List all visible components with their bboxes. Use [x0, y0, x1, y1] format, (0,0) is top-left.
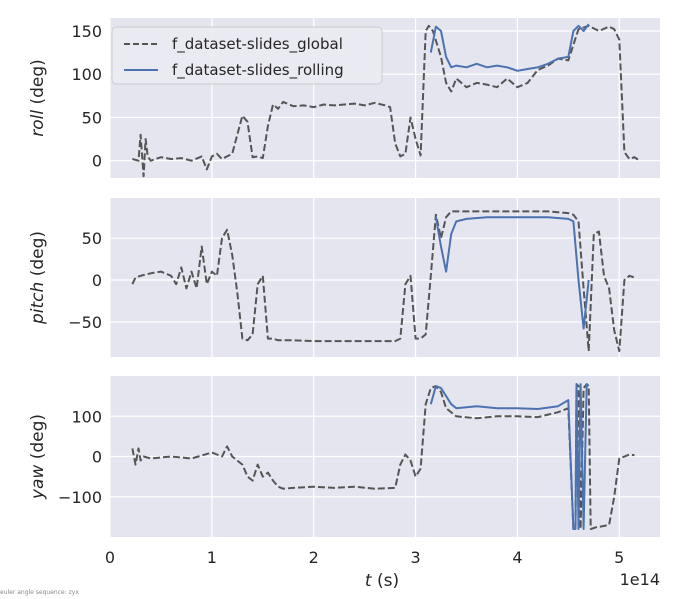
x-axis-label-var: t: [365, 571, 373, 591]
footer-note: euler angle sequence: zyx: [0, 589, 79, 596]
pitch-axis-label: pitch (deg): [28, 231, 48, 325]
pitch-line-global: [131, 210, 635, 353]
yaw-axis-label-unit: (deg): [28, 414, 48, 465]
x-tick-label: 2: [309, 548, 319, 567]
pitch-line-rolling: [434, 216, 590, 330]
x-tick-label: 3: [410, 548, 420, 567]
x-tick-label: 4: [512, 548, 522, 567]
yaw-y-tick-label: 0: [92, 448, 102, 467]
roll-line-global: [132, 24, 641, 178]
x-tick-label: 5: [614, 548, 624, 567]
x-scale-label: 1e14: [620, 570, 660, 589]
legend: f_dataset-slides_global f_dataset-slides…: [111, 26, 383, 85]
yaw-y-tick-label: 100: [71, 407, 102, 426]
roll-axis-label-var: roll: [28, 110, 48, 137]
pitch-y-tick-label: 0: [92, 271, 102, 290]
roll-axis-label-unit: (deg): [28, 59, 48, 110]
x-axis: t (s) 1e14: [365, 570, 660, 591]
pitch-plot-background: [110, 198, 660, 357]
roll-y-tick-label: 100: [71, 65, 102, 84]
pitch-axis-label-unit: (deg): [28, 231, 48, 282]
pitch-panel: 50 0 −50 pitch (deg): [28, 198, 660, 357]
x-axis-label-unit: (s): [372, 571, 400, 591]
yaw-line-global: [131, 383, 635, 530]
roll-line-rolling: [429, 23, 590, 72]
legend-box: [111, 26, 383, 85]
yaw-panel: 0 1 2 3 4 5 100 0 −100 yaw (deg): [28, 376, 660, 567]
yaw-axis-label: yaw (deg): [28, 414, 48, 500]
pitch-y-tick-label: −50: [68, 313, 102, 332]
yaw-y-tick-label: −100: [58, 488, 102, 507]
x-axis-label: t (s): [365, 571, 399, 591]
legend-label-global: f_dataset-slides_global: [172, 35, 343, 54]
x-tick-label: 1: [207, 548, 217, 567]
roll-y-tick-label: 50: [82, 108, 102, 127]
roll-y-tick-label: 0: [92, 152, 102, 171]
x-tick-label: 0: [105, 548, 115, 567]
roll-panel: 0 50 100 150 roll (deg): [28, 18, 660, 178]
yaw-line-rolling: [429, 383, 590, 530]
yaw-axis-label-var: yaw: [28, 465, 48, 500]
pitch-axis-label-var: pitch: [28, 282, 48, 325]
roll-axis-label: roll (deg): [28, 59, 48, 137]
pitch-y-tick-label: 50: [82, 229, 102, 248]
legend-label-rolling: f_dataset-slides_rolling: [172, 61, 344, 80]
roll-y-tick-label: 150: [71, 22, 102, 41]
